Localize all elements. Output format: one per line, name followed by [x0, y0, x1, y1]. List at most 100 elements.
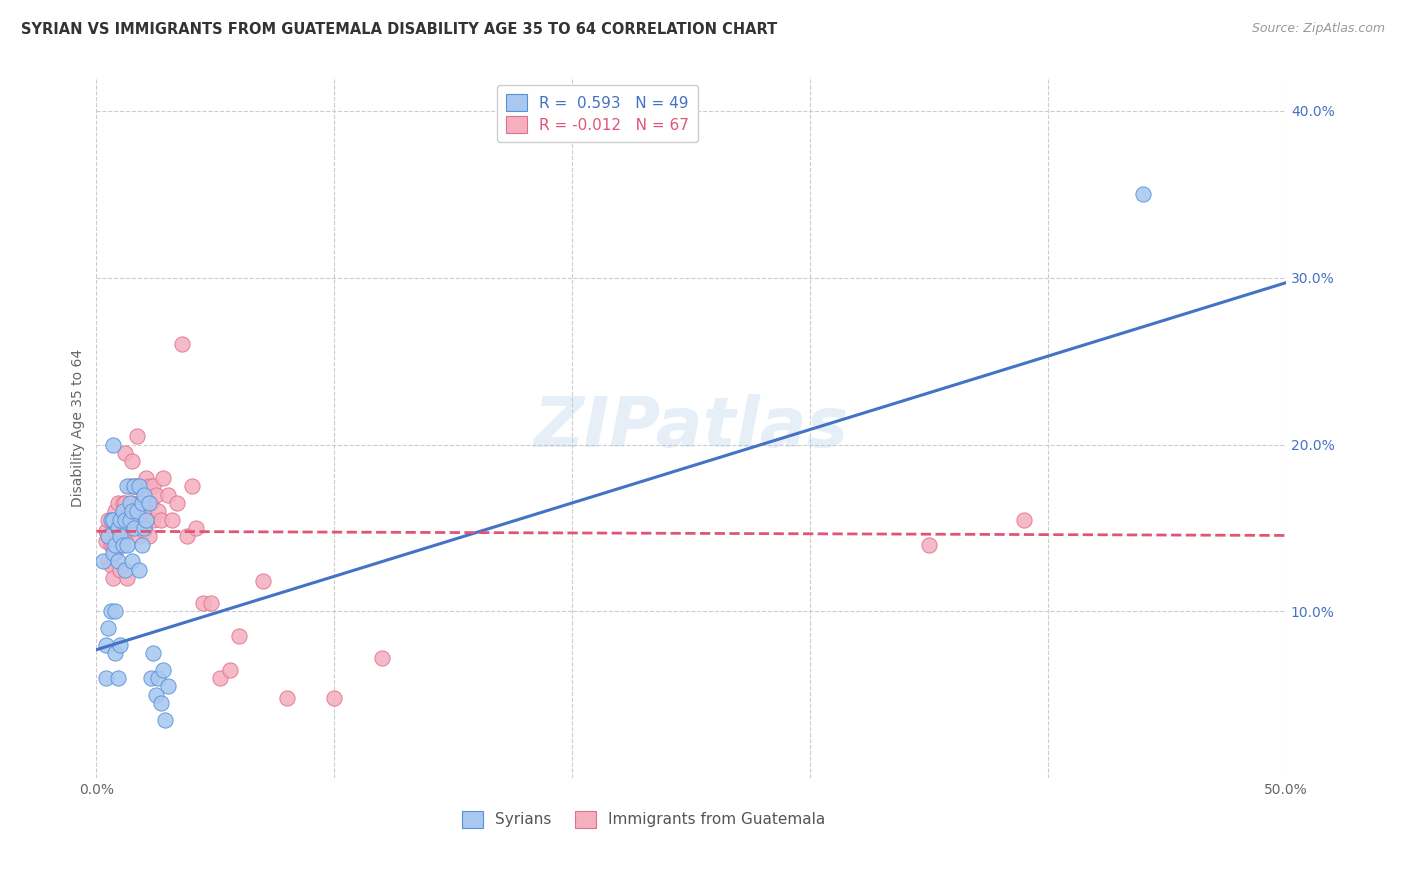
Point — [117, 571, 139, 585]
Point — [104, 504, 127, 518]
Point — [108, 529, 131, 543]
Point — [121, 496, 143, 510]
Point — [118, 496, 141, 510]
Point — [118, 513, 141, 527]
Point — [142, 646, 165, 660]
Point — [114, 563, 136, 577]
Point — [142, 513, 165, 527]
Point — [124, 513, 146, 527]
Point — [101, 513, 124, 527]
Point — [145, 487, 167, 501]
Point — [117, 513, 139, 527]
Point — [135, 513, 157, 527]
Point — [128, 496, 150, 510]
Point — [371, 651, 394, 665]
Point — [139, 496, 162, 510]
Point — [111, 529, 134, 543]
Point — [101, 546, 124, 560]
Point — [124, 521, 146, 535]
Point — [100, 558, 122, 572]
Point — [125, 504, 148, 518]
Point — [118, 521, 141, 535]
Point — [107, 521, 129, 535]
Point — [128, 479, 150, 493]
Point — [108, 638, 131, 652]
Point — [101, 571, 124, 585]
Point — [135, 471, 157, 485]
Point — [139, 671, 162, 685]
Point — [124, 479, 146, 493]
Point — [152, 471, 174, 485]
Point — [228, 629, 250, 643]
Point — [149, 696, 172, 710]
Point — [104, 646, 127, 660]
Point — [142, 479, 165, 493]
Point — [131, 513, 153, 527]
Point — [132, 521, 155, 535]
Point — [108, 563, 131, 577]
Point — [100, 604, 122, 618]
Point — [111, 504, 134, 518]
Point — [131, 538, 153, 552]
Point — [155, 713, 177, 727]
Point — [162, 513, 184, 527]
Point — [125, 429, 148, 443]
Point — [138, 496, 160, 510]
Y-axis label: Disability Age 35 to 64: Disability Age 35 to 64 — [72, 349, 86, 507]
Point — [323, 691, 346, 706]
Point — [108, 513, 131, 527]
Point — [94, 524, 117, 539]
Point — [101, 538, 124, 552]
Point — [100, 538, 122, 552]
Point — [97, 621, 120, 635]
Point — [125, 479, 148, 493]
Point — [148, 671, 170, 685]
Point — [107, 496, 129, 510]
Point — [193, 596, 215, 610]
Point — [1132, 187, 1154, 202]
Point — [1014, 513, 1036, 527]
Point — [108, 529, 131, 543]
Point — [94, 638, 117, 652]
Point — [101, 437, 124, 451]
Point — [209, 671, 232, 685]
Point — [114, 513, 136, 527]
Point — [121, 554, 143, 568]
Point — [148, 504, 170, 518]
Point — [114, 513, 136, 527]
Point — [101, 513, 124, 527]
Point — [117, 479, 139, 493]
Point — [94, 534, 117, 549]
Legend: Syrians, Immigrants from Guatemala: Syrians, Immigrants from Guatemala — [456, 805, 831, 834]
Point — [114, 496, 136, 510]
Point — [94, 671, 117, 685]
Point — [111, 496, 134, 510]
Point — [156, 680, 179, 694]
Point — [124, 479, 146, 493]
Point — [121, 454, 143, 468]
Point — [138, 529, 160, 543]
Point — [176, 529, 198, 543]
Point — [118, 479, 141, 493]
Point — [186, 521, 208, 535]
Point — [97, 513, 120, 527]
Text: Source: ZipAtlas.com: Source: ZipAtlas.com — [1251, 22, 1385, 36]
Point — [97, 529, 120, 543]
Point — [252, 574, 274, 589]
Point — [145, 688, 167, 702]
Point — [121, 504, 143, 518]
Point — [152, 663, 174, 677]
Point — [108, 513, 131, 527]
Point — [132, 487, 155, 501]
Point — [107, 554, 129, 568]
Point — [132, 479, 155, 493]
Point — [132, 524, 155, 539]
Point — [104, 524, 127, 539]
Point — [180, 479, 202, 493]
Point — [138, 479, 160, 493]
Point — [114, 446, 136, 460]
Point — [117, 538, 139, 552]
Point — [131, 496, 153, 510]
Text: SYRIAN VS IMMIGRANTS FROM GUATEMALA DISABILITY AGE 35 TO 64 CORRELATION CHART: SYRIAN VS IMMIGRANTS FROM GUATEMALA DISA… — [21, 22, 778, 37]
Point — [166, 496, 188, 510]
